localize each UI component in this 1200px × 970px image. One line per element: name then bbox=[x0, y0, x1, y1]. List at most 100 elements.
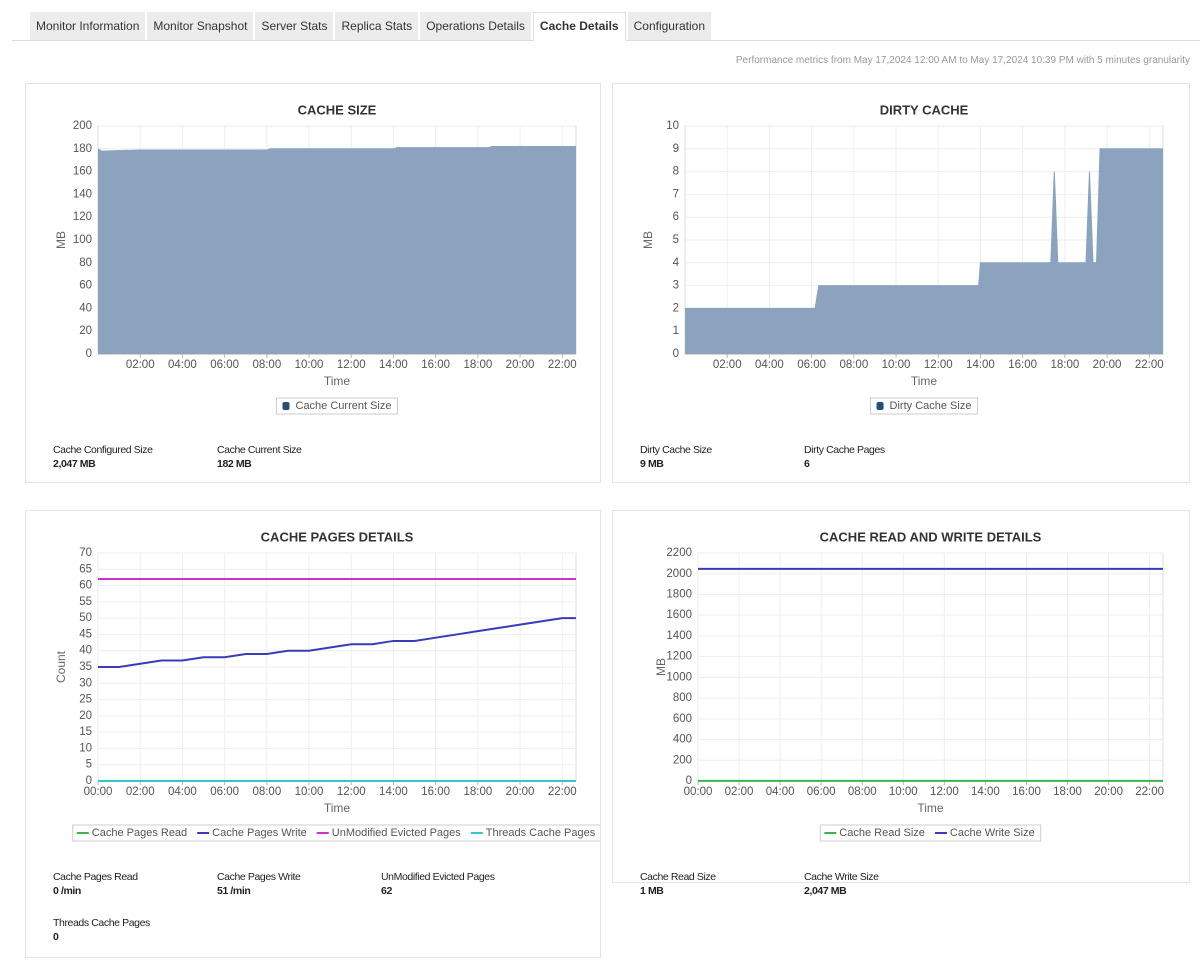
y-tick-label: 15 bbox=[79, 726, 92, 738]
x-tick-label: 10:00 bbox=[889, 786, 918, 798]
y-tick-label: 140 bbox=[73, 188, 92, 200]
stat-value: 2,047 MB bbox=[53, 458, 96, 470]
stat-value: 0 bbox=[53, 931, 59, 943]
y-tick-label: 20 bbox=[79, 710, 92, 722]
y-tick-label: 0 bbox=[673, 348, 679, 360]
y-tick-label: 55 bbox=[79, 596, 92, 608]
x-axis-label: Time bbox=[324, 374, 351, 388]
y-tick-label: 25 bbox=[79, 694, 92, 706]
legend: Cache Pages Read Cache Pages Write UnModif… bbox=[72, 824, 600, 842]
legend: Cache Read Size Cache Write Size bbox=[819, 824, 1042, 842]
tab[interactable]: Operations Details bbox=[420, 12, 531, 40]
x-tick-label: 02:00 bbox=[725, 786, 754, 798]
tab[interactable]: Monitor Information bbox=[30, 12, 146, 40]
y-tick-label: 1200 bbox=[666, 651, 692, 663]
stat: Cache Configured Size 2,047 MB bbox=[53, 444, 217, 490]
x-tick-label: 02:00 bbox=[713, 359, 742, 371]
y-tick-label: 3 bbox=[673, 280, 679, 292]
tab-bar: Monitor Information Monitor Snapshot Serve… bbox=[12, 12, 1200, 41]
legend-item: Cache Current Size bbox=[282, 400, 392, 412]
x-tick-label: 16:00 bbox=[1012, 786, 1041, 798]
y-tick-label: 100 bbox=[73, 234, 92, 246]
stat-value: 6 bbox=[804, 458, 810, 470]
panel: DIRTY CACHE 0 1 2 3 4 5 6 7 8 9 10 02:00 04:00 06:00 08… bbox=[612, 83, 1190, 483]
y-tick-label: 0 bbox=[686, 775, 692, 787]
stat-value: 0 /min bbox=[53, 885, 81, 897]
x-tick-label: 20:00 bbox=[506, 786, 535, 798]
legend-label: Cache Write Size bbox=[950, 827, 1035, 839]
tab[interactable]: Server Stats bbox=[255, 12, 334, 40]
stat-label: Cache Pages Read bbox=[53, 871, 138, 883]
stat: Dirty Cache Pages 6 bbox=[804, 444, 968, 490]
x-tick-label: 22:00 bbox=[1135, 786, 1164, 798]
stats: Cache Configured Size 2,047 MB Cache Curre… bbox=[53, 444, 553, 490]
legend-swatch bbox=[876, 402, 884, 410]
y-tick-label: 0 bbox=[86, 348, 92, 360]
y-tick-label: 1600 bbox=[666, 609, 692, 621]
y-tick-label: 160 bbox=[73, 166, 92, 178]
stat-label: Cache Read Size bbox=[640, 871, 716, 883]
y-tick-label: 2200 bbox=[666, 547, 692, 559]
chart-title: CACHE SIZE bbox=[298, 102, 377, 117]
stat: UnModified Evicted Pages 62 bbox=[381, 871, 545, 917]
tab[interactable]: Configuration bbox=[627, 12, 711, 40]
x-tick-label: 12:00 bbox=[337, 359, 366, 371]
x-tick-label: 12:00 bbox=[337, 786, 366, 798]
stat-value: 51 /min bbox=[217, 885, 251, 897]
y-tick-label: 1800 bbox=[666, 588, 692, 600]
x-tick-label: 02:00 bbox=[126, 359, 155, 371]
area-fill bbox=[98, 146, 576, 354]
legend-item: Cache Write Size bbox=[934, 827, 1035, 839]
x-tick-label: 18:00 bbox=[463, 786, 492, 798]
stat-value: 2,047 MB bbox=[804, 885, 847, 897]
stat: Cache Read Size 1 MB bbox=[640, 871, 804, 917]
tab[interactable]: Replica Stats bbox=[335, 12, 419, 40]
x-tick-label: 14:00 bbox=[379, 359, 408, 371]
stat-label: Cache Write Size bbox=[804, 871, 879, 883]
area-fill bbox=[685, 148, 1163, 354]
x-tick-label: 08:00 bbox=[839, 359, 868, 371]
x-tick-label: 14:00 bbox=[966, 359, 995, 371]
y-tick-label: 120 bbox=[73, 211, 92, 223]
y-tick-label: 40 bbox=[79, 645, 92, 657]
y-tick-label: 7 bbox=[673, 188, 679, 200]
series-line bbox=[98, 617, 576, 668]
y-tick-label: 20 bbox=[79, 325, 92, 337]
panel: CACHE PAGES DETAILS 0 5 10 15 20 25 30 35 40 45 50 5… bbox=[25, 510, 601, 958]
stat: Dirty Cache Size 9 MB bbox=[640, 444, 804, 490]
stats: Cache Read Size 1 MB Cache Write Size 2,047… bbox=[640, 871, 1140, 917]
stat-label: Cache Current Size bbox=[217, 444, 302, 456]
x-tick-label: 00:00 bbox=[684, 786, 713, 798]
x-tick-label: 04:00 bbox=[755, 359, 784, 371]
x-tick-label: 12:00 bbox=[930, 786, 959, 798]
legend-label: UnModified Evicted Pages bbox=[332, 827, 462, 839]
chart-title: CACHE PAGES DETAILS bbox=[261, 529, 414, 544]
stat-value: 62 bbox=[381, 885, 392, 897]
x-tick-label: 00:00 bbox=[84, 786, 113, 798]
tab[interactable]: Monitor Snapshot bbox=[147, 12, 254, 40]
x-tick-label: 06:00 bbox=[797, 359, 826, 371]
y-axis-label: Count bbox=[54, 650, 68, 683]
x-tick-label: 22:00 bbox=[548, 786, 577, 798]
chart-title: DIRTY CACHE bbox=[880, 102, 969, 117]
y-tick-label: 2000 bbox=[666, 568, 692, 580]
stat-value: 1 MB bbox=[640, 885, 664, 897]
stat: Cache Write Size 2,047 MB bbox=[804, 871, 968, 917]
legend: Dirty Cache Size bbox=[870, 397, 978, 415]
x-tick-label: 16:00 bbox=[1008, 359, 1037, 371]
legend-label: Cache Read Size bbox=[839, 827, 925, 839]
y-tick-label: 1400 bbox=[666, 630, 692, 642]
y-tick-label: 35 bbox=[79, 661, 92, 673]
y-tick-label: 40 bbox=[79, 302, 92, 314]
area-line bbox=[685, 148, 1163, 309]
legend-item: Cache Pages Read bbox=[76, 827, 187, 839]
y-tick-label: 60 bbox=[79, 280, 92, 292]
y-tick-label: 5 bbox=[673, 234, 679, 246]
x-tick-label: 16:00 bbox=[421, 786, 450, 798]
y-axis-label: MB bbox=[54, 231, 68, 249]
x-tick-label: 22:00 bbox=[1135, 359, 1164, 371]
tab[interactable]: Cache Details bbox=[532, 12, 626, 41]
legend-label: Threads Cache Pages bbox=[486, 827, 596, 839]
stats: Cache Pages Read 0 /min Cache Pages Write 5… bbox=[53, 871, 553, 963]
y-tick-label: 800 bbox=[673, 692, 692, 704]
